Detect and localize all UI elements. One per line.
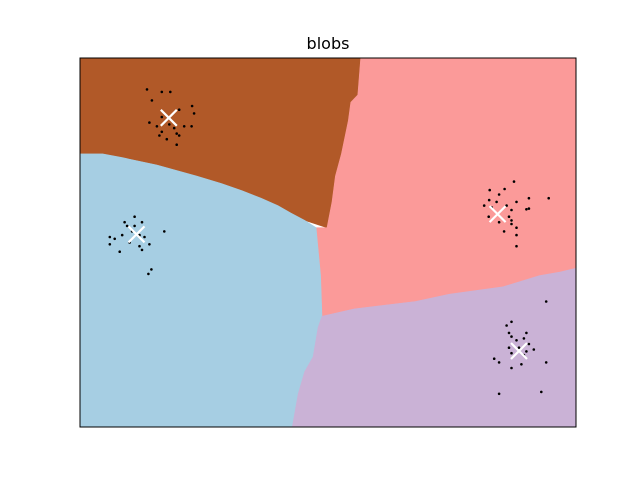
- data-point: [155, 125, 159, 128]
- data-point: [108, 235, 112, 239]
- data-point: [510, 208, 513, 212]
- data-point: [510, 335, 513, 338]
- data-point: [547, 196, 550, 200]
- centroid-marker: [510, 342, 528, 360]
- data-point: [507, 331, 511, 335]
- data-point: [145, 88, 149, 91]
- data-point: [133, 215, 136, 218]
- data-point: [150, 268, 153, 271]
- data-point: [182, 125, 186, 128]
- data-point: [192, 112, 196, 115]
- data-points: [108, 88, 550, 396]
- data-point: [168, 123, 171, 126]
- data-point: [507, 346, 511, 350]
- data-point: [510, 320, 513, 324]
- data-point: [515, 233, 518, 237]
- axes-frame: [79, 57, 577, 428]
- centroid-marker: [127, 225, 146, 244]
- data-point: [165, 137, 169, 141]
- data-point: [163, 230, 166, 233]
- data-point: [503, 187, 506, 191]
- data-point: [515, 226, 518, 229]
- data-point: [482, 204, 486, 207]
- data-point: [160, 130, 164, 134]
- data-point: [510, 222, 513, 226]
- data-point: [108, 243, 112, 246]
- data-point: [525, 350, 528, 353]
- data-point: [505, 204, 508, 207]
- data-point: [190, 125, 193, 128]
- data-point: [512, 180, 516, 183]
- data-point: [505, 324, 508, 327]
- data-point: [527, 207, 531, 210]
- data-point: [148, 243, 151, 246]
- data-point: [160, 90, 164, 94]
- data-point: [160, 115, 164, 119]
- centroid-stroke: [488, 205, 507, 223]
- data-point: [527, 196, 531, 200]
- data-point: [510, 219, 513, 222]
- data-point: [147, 272, 150, 276]
- data-point: [515, 339, 518, 342]
- data-point: [169, 90, 172, 94]
- data-point: [140, 248, 144, 252]
- decision-regions: [79, 57, 577, 428]
- data-point: [125, 224, 129, 228]
- centroid-stroke: [127, 225, 146, 244]
- data-point: [525, 208, 528, 211]
- data-point: [118, 250, 121, 253]
- data-point: [532, 348, 536, 351]
- data-point: [148, 121, 151, 124]
- data-point: [515, 200, 518, 204]
- data-point: [487, 215, 491, 218]
- centroid-marker: [160, 109, 178, 127]
- centroid-marker: [488, 205, 507, 223]
- data-point: [544, 300, 548, 303]
- data-point: [177, 108, 181, 111]
- data-point: [150, 99, 154, 102]
- data-point: [497, 220, 501, 224]
- data-point: [497, 361, 501, 364]
- data-point: [487, 198, 491, 202]
- data-point: [522, 337, 526, 340]
- data-point: [544, 361, 548, 364]
- data-point: [497, 392, 501, 396]
- data-point: [507, 215, 511, 218]
- data-point: [138, 244, 141, 248]
- centroid-stroke: [160, 109, 178, 127]
- data-point: [517, 346, 521, 350]
- data-point: [527, 342, 531, 346]
- data-point: [123, 220, 126, 224]
- data-point: [540, 390, 543, 394]
- data-point: [495, 200, 498, 204]
- data-point: [515, 244, 518, 248]
- data-point: [175, 143, 178, 146]
- data-point: [177, 134, 181, 137]
- data-point: [510, 366, 513, 370]
- chart-title: blobs: [307, 34, 350, 53]
- data-point: [113, 237, 116, 241]
- data-point: [143, 235, 146, 239]
- data-point: [502, 230, 506, 233]
- data-point: [140, 220, 144, 224]
- data-point: [525, 331, 528, 335]
- data-point: [190, 104, 194, 108]
- centroid-markers: [127, 109, 528, 360]
- data-point: [510, 351, 513, 355]
- data-point: [175, 132, 178, 135]
- data-point: [120, 233, 124, 237]
- data-point: [497, 193, 501, 196]
- data-point: [133, 224, 136, 228]
- data-point: [172, 126, 176, 130]
- data-point: [488, 188, 492, 192]
- data-point: [158, 134, 161, 137]
- data-point: [492, 357, 496, 361]
- data-point: [520, 363, 523, 366]
- centroid-stroke: [510, 342, 528, 360]
